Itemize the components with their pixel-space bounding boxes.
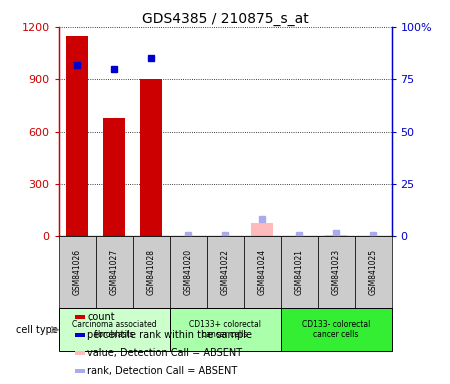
Bar: [58, 236, 95, 308]
Bar: [95, 236, 132, 308]
Bar: [75, 333, 85, 337]
Bar: [288, 235, 310, 236]
Text: GSM841021: GSM841021: [294, 249, 303, 295]
Text: count: count: [87, 312, 115, 322]
Text: Carcinoma associated
fibroblasts: Carcinoma associated fibroblasts: [72, 320, 156, 339]
Text: CD133+ colorectal
cancer cells: CD133+ colorectal cancer cells: [189, 320, 261, 339]
Text: percentile rank within the sample: percentile rank within the sample: [87, 330, 252, 340]
Bar: [103, 118, 125, 236]
Text: GSM841028: GSM841028: [147, 249, 156, 295]
Bar: [170, 236, 207, 308]
Bar: [243, 236, 280, 308]
Text: rank, Detection Call = ABSENT: rank, Detection Call = ABSENT: [87, 366, 238, 376]
Title: GDS4385 / 210875_s_at: GDS4385 / 210875_s_at: [142, 12, 308, 26]
Text: GSM841026: GSM841026: [72, 249, 81, 295]
Text: CD133- colorectal
cancer cells: CD133- colorectal cancer cells: [302, 320, 370, 339]
Bar: [355, 236, 392, 308]
Bar: [280, 236, 318, 308]
Bar: [75, 369, 85, 373]
Bar: [362, 235, 384, 236]
Bar: [170, 308, 280, 351]
Bar: [207, 236, 243, 308]
Text: GSM841024: GSM841024: [257, 249, 266, 295]
Bar: [280, 308, 392, 351]
Bar: [214, 235, 236, 236]
Bar: [132, 236, 170, 308]
Bar: [325, 235, 347, 236]
Bar: [58, 308, 170, 351]
Text: value, Detection Call = ABSENT: value, Detection Call = ABSENT: [87, 348, 242, 358]
Bar: [75, 351, 85, 355]
Text: cell type: cell type: [16, 325, 58, 335]
Bar: [66, 36, 88, 236]
Bar: [177, 235, 199, 236]
Text: GSM841023: GSM841023: [332, 249, 341, 295]
Text: GSM841022: GSM841022: [220, 249, 230, 295]
Text: GSM841027: GSM841027: [109, 249, 118, 295]
Text: GSM841025: GSM841025: [369, 249, 378, 295]
Bar: [140, 79, 162, 236]
Text: GSM841020: GSM841020: [184, 249, 193, 295]
Bar: [75, 315, 85, 319]
Bar: [318, 236, 355, 308]
Bar: [251, 223, 273, 236]
